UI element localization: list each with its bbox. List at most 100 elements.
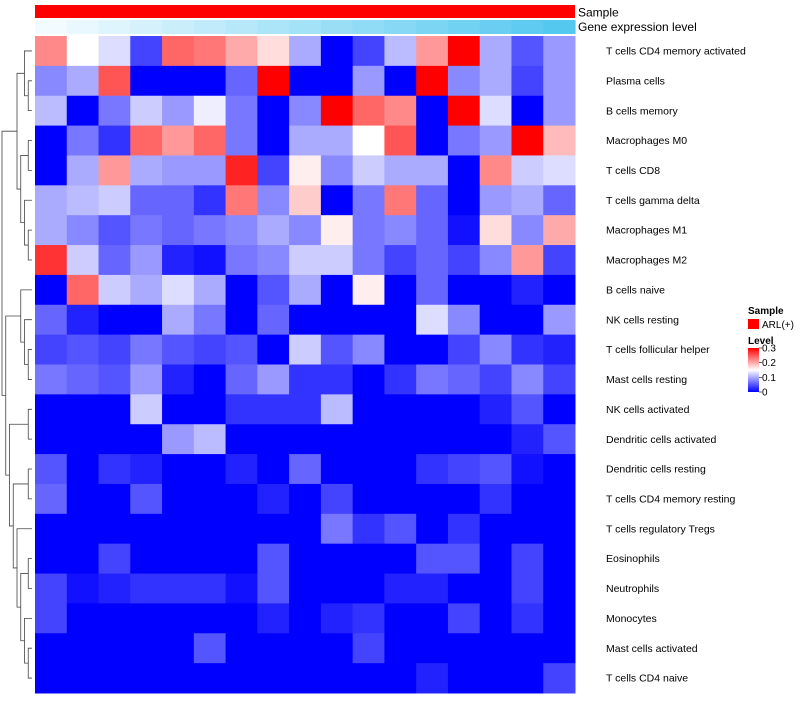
heatmap-cell (162, 424, 195, 455)
heatmap-cell (352, 394, 385, 425)
heatmap-cell (193, 424, 227, 455)
row-label: B cells memory (606, 105, 679, 117)
row-label: Monocytes (606, 613, 657, 625)
heatmap-cell (511, 334, 544, 365)
heatmap-cell (98, 185, 131, 216)
heatmap-cell (511, 603, 544, 634)
heatmap-cell (447, 543, 481, 575)
heatmap-cell (289, 454, 322, 485)
annotation-gene-expression-cell (416, 20, 449, 34)
heatmap-cell (384, 603, 417, 634)
heatmap-cell (416, 663, 449, 694)
heatmap-cell (384, 125, 417, 156)
annotation-gene-expression-cell (384, 20, 417, 34)
heatmap-cell (225, 304, 258, 336)
heatmap-cell (257, 663, 290, 694)
heatmap-cell (352, 274, 385, 306)
heatmap-cell (162, 573, 195, 604)
heatmap-cell (130, 36, 163, 67)
heatmap-cell (447, 603, 481, 634)
heatmap-cell (98, 125, 131, 156)
heatmap-cell (384, 454, 417, 485)
heatmap-cell (447, 65, 481, 97)
heatmap-cell (447, 454, 481, 485)
heatmap-cell (416, 573, 449, 604)
heatmap-cell (130, 543, 163, 575)
heatmap-cell (479, 513, 512, 545)
annotation-gene-expression-cell (257, 20, 290, 34)
heatmap-cell (447, 274, 481, 306)
heatmap-cell (98, 633, 131, 664)
annotation-gene-expression-cell (543, 20, 576, 34)
heatmap-cell (35, 454, 68, 485)
heatmap-cell (225, 633, 258, 664)
heatmap-cell (447, 215, 481, 246)
heatmap-cell (98, 603, 131, 634)
heatmap-cell (511, 215, 544, 246)
heatmap-cell (384, 424, 417, 455)
heatmap-cell (35, 483, 68, 515)
heatmap-cell (352, 364, 385, 395)
heatmap-cell (66, 394, 100, 425)
heatmap-cell (543, 633, 576, 664)
heatmap-cell (511, 424, 544, 455)
row-label: B cells naive (606, 284, 665, 296)
heatmap-cell (447, 125, 481, 156)
heatmap-cell (447, 245, 481, 276)
heatmap-cell (35, 573, 68, 604)
heatmap-cell (289, 334, 322, 365)
heatmap-cell (225, 454, 258, 485)
annotation-gene-expression-cell (130, 20, 163, 34)
row-label: NK cells resting (606, 314, 679, 326)
heatmap-cell (543, 185, 576, 216)
heatmap-cell (320, 125, 354, 156)
heatmap-cell (384, 513, 417, 545)
heatmap-cell (98, 573, 131, 604)
heatmap-cell (66, 483, 100, 515)
heatmap-cell (193, 245, 227, 276)
heatmap-cell (416, 36, 449, 67)
heatmap-cell (511, 633, 544, 664)
heatmap-cell (257, 185, 290, 216)
heatmap-cell (416, 95, 449, 127)
heatmap-cell (543, 424, 576, 455)
heatmap-cell (130, 185, 163, 216)
heatmap-cell (416, 185, 449, 216)
legend-sample-title: Sample (748, 306, 784, 317)
heatmap-cell (320, 633, 354, 664)
heatmap-cell (257, 155, 290, 186)
heatmap-cell (66, 424, 100, 455)
dendrogram-branch (27, 468, 32, 500)
heatmap-cell (193, 513, 227, 545)
annotation-gene-expression-cell (511, 20, 544, 34)
heatmap-cell (257, 424, 290, 455)
annotation-sample-bar (35, 5, 575, 18)
heatmap-cell (162, 215, 195, 246)
heatmap-cell (193, 364, 227, 395)
row-label: T cells CD8 (606, 165, 660, 177)
heatmap-cell (352, 513, 385, 545)
heatmap-cell (416, 603, 449, 634)
heatmap-cell (130, 304, 163, 336)
heatmap-cell (511, 36, 544, 67)
annotation-gene-expression-cell (66, 20, 100, 34)
heatmap-cell (225, 245, 258, 276)
row-label: Mast cells activated (606, 643, 698, 655)
dendrogram-branch (9, 423, 29, 527)
annotation-gene-expression-cell (193, 20, 227, 34)
heatmap-cell (130, 95, 163, 127)
heatmap-cell (98, 95, 131, 127)
heatmap-cell (225, 95, 258, 127)
dendrogram-branch (27, 229, 32, 261)
heatmap-cell (66, 245, 100, 276)
heatmap-cell (98, 274, 131, 306)
heatmap-cell (447, 185, 481, 216)
heatmap-cell (447, 394, 481, 425)
legend-tick-label: 0.2 (762, 358, 776, 369)
heatmap-cell (193, 633, 227, 664)
heatmap-cell (320, 185, 354, 216)
heatmap-cell (289, 663, 322, 694)
heatmap-cell (35, 603, 68, 634)
heatmap-cell (66, 304, 100, 336)
heatmap-cell (320, 36, 354, 67)
